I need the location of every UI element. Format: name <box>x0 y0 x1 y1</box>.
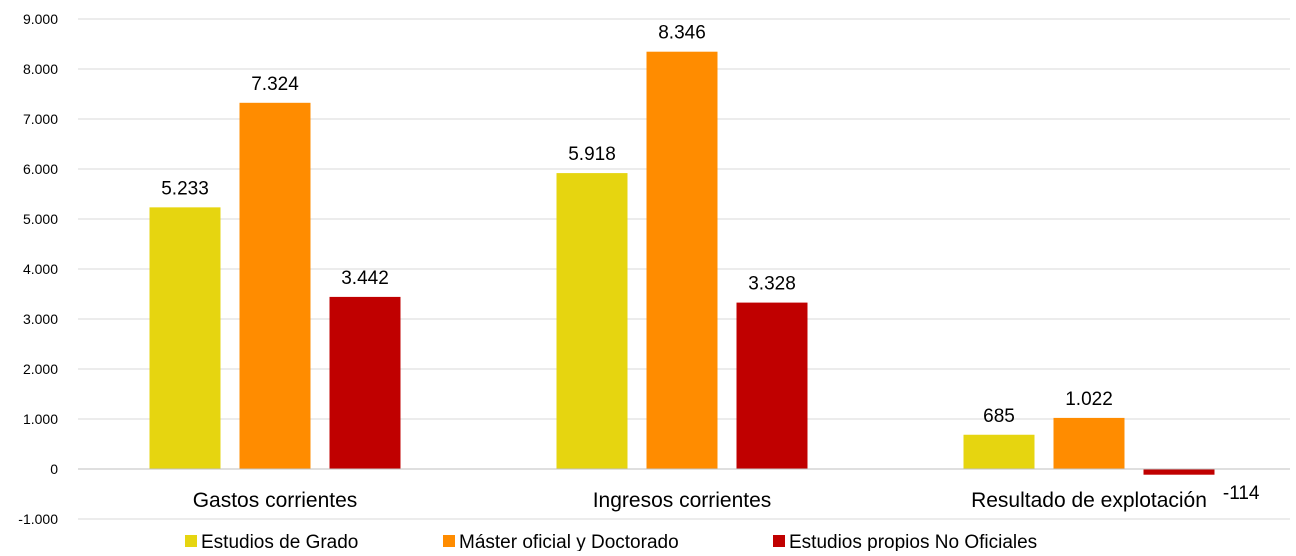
y-axis-tick-labels: 9.000 8.000 7.000 6.000 5.000 4.000 3.000 2.000… <box>18 11 58 527</box>
y-tick-label: 2.000 <box>23 361 58 377</box>
y-tick-label: 6.000 <box>23 161 58 177</box>
bar <box>647 52 718 469</box>
data-label: 685 <box>983 406 1015 427</box>
bar <box>150 207 221 469</box>
bar <box>557 173 628 469</box>
legend-label: Máster oficial y Doctorado <box>459 532 679 551</box>
legend-label: Estudios de Grado <box>201 532 358 551</box>
y-tick-label: -1.000 <box>18 511 58 527</box>
data-label: 8.346 <box>658 23 706 44</box>
legend-item: Estudios de Grado <box>185 532 358 551</box>
bar <box>737 303 808 469</box>
legend-item: Máster oficial y Doctorado <box>443 532 679 551</box>
data-label: -114 <box>1223 483 1260 504</box>
data-label: 3.442 <box>341 268 389 289</box>
legend-label: Estudios propios No Oficiales <box>789 532 1037 551</box>
y-tick-label: 3.000 <box>23 311 58 327</box>
data-label: 5.233 <box>161 178 209 199</box>
legend-swatch <box>185 535 197 547</box>
bar <box>1054 418 1125 469</box>
data-label: 1.022 <box>1065 389 1113 410</box>
data-label: 5.918 <box>568 144 616 165</box>
legend-swatch <box>773 535 785 547</box>
y-tick-label: 4.000 <box>23 261 58 277</box>
bar <box>964 435 1035 469</box>
y-tick-label: 9.000 <box>23 11 58 27</box>
category-label: Ingresos corrientes <box>593 489 772 512</box>
legend-swatch <box>443 535 455 547</box>
bar <box>240 103 311 469</box>
bar <box>1144 469 1215 475</box>
category-label: Resultado de explotación <box>971 489 1207 512</box>
y-tick-label: 1.000 <box>23 411 58 427</box>
category-labels: Gastos corrientes Ingresos corrientes Resu… <box>193 489 1207 512</box>
data-label: 3.328 <box>748 274 796 295</box>
y-tick-label: 5.000 <box>23 211 58 227</box>
bars <box>150 52 1215 475</box>
legend: Estudios de Grado Máster oficial y Doctor… <box>185 532 1037 551</box>
bar <box>330 297 401 469</box>
y-tick-label: 8.000 <box>23 61 58 77</box>
legend-item: Estudios propios No Oficiales <box>773 532 1037 551</box>
category-label: Gastos corrientes <box>193 489 358 512</box>
y-tick-label: 7.000 <box>23 111 58 127</box>
y-tick-label: 0 <box>50 461 58 477</box>
data-label: 7.324 <box>251 74 299 95</box>
